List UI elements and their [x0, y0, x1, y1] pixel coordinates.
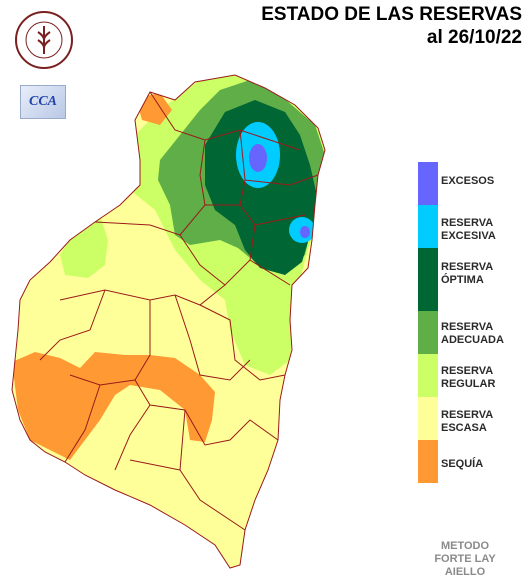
legend-swatch-sequia [418, 440, 438, 483]
zone-excesos-north [249, 144, 267, 172]
map-date: al 26/10/22 [426, 27, 522, 48]
map-title: ESTADO DE LAS RESERVAS [261, 4, 522, 25]
legend-label-escasa: RESERVA ESCASA [441, 409, 494, 434]
legend-swatch-excesos [418, 162, 438, 205]
legend-label-optima: RESERVA ÓPTIMA [441, 261, 494, 286]
legend-swatch-optima [418, 248, 438, 311]
legend-label-adecuada: RESERVA ADECUADA [441, 321, 504, 346]
department-borders [11, 74, 326, 569]
legend-label-regular: RESERVA REGULAR [441, 365, 496, 390]
legend-label-sequia: SEQUÍA [441, 458, 484, 470]
legend-label-excesiva: RESERVA EXCESIVA [441, 217, 496, 242]
method-note: METODO FORTE LAY AIELLO [434, 540, 496, 578]
legend-swatch-escasa [418, 397, 438, 440]
zone-sequia-southwest [12, 352, 215, 460]
zone-regular-west [60, 215, 108, 278]
legend-label-excesos: EXCESOS [441, 175, 495, 187]
zone-excesos-east [300, 226, 310, 238]
legend-swatch-adecuada [418, 311, 438, 354]
legend-swatch-regular [418, 354, 438, 397]
bolsa-cereales-seal-logo [15, 11, 73, 69]
legend-swatch-excesiva [418, 205, 438, 248]
cca-logo-text: CCA [28, 94, 57, 109]
cca-logo: CCA [20, 85, 66, 119]
